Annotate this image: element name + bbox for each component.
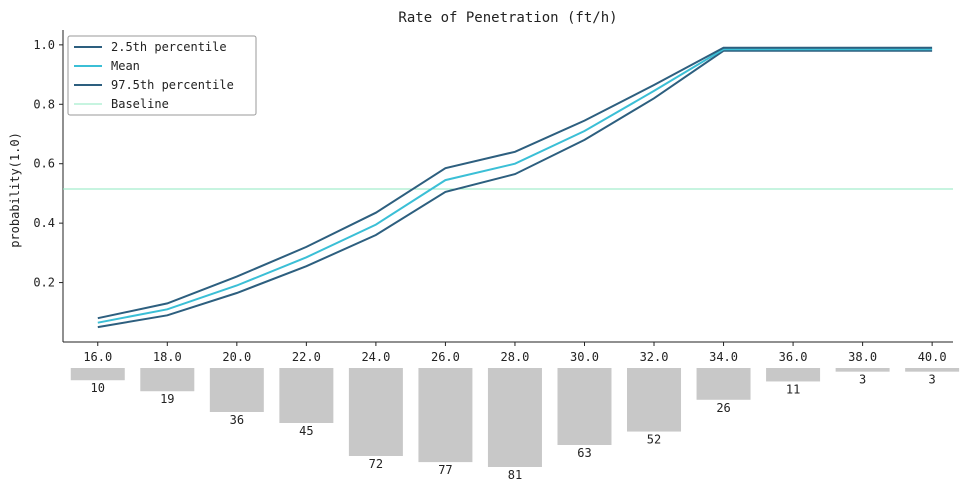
count-bar <box>627 368 682 432</box>
legend-label: 2.5th percentile <box>111 40 227 54</box>
x-tick-label: 22.0 <box>292 350 321 364</box>
y-tick-label: 1.0 <box>33 38 55 52</box>
count-bar <box>418 368 473 463</box>
count-label: 52 <box>647 433 661 447</box>
y-axis-label: probability(1.0) <box>8 132 22 248</box>
count-label: 3 <box>929 373 936 387</box>
legend-box <box>67 35 257 116</box>
legend: 2.5th percentile Mean 97.5th percentile Bas… <box>67 35 257 116</box>
y-tick-label: 0.6 <box>33 157 55 171</box>
count-bar <box>70 368 125 381</box>
count-label: 19 <box>160 392 174 406</box>
x-tick-label: 20.0 <box>222 350 251 364</box>
count-bar <box>835 368 890 372</box>
count-bar <box>487 368 542 467</box>
axes <box>62 30 953 343</box>
x-tick-label: 18.0 <box>153 350 182 364</box>
count-label: 81 <box>508 468 522 482</box>
y-tick-label: 0.8 <box>33 97 55 111</box>
x-tick-label: 24.0 <box>361 350 390 364</box>
count-label: 63 <box>577 446 591 460</box>
count-bar <box>209 368 264 412</box>
count-label: 45 <box>299 424 313 438</box>
count-bar <box>348 368 403 456</box>
chart-title: Rate of Penetration (ft/h) <box>398 10 617 26</box>
count-bar <box>696 368 751 400</box>
y-tick-label: 0.4 <box>33 216 55 230</box>
x-tick-label: 40.0 <box>918 350 947 364</box>
count-label: 3 <box>859 373 866 387</box>
count-label: 10 <box>91 381 105 395</box>
y-tick-label: 0.2 <box>33 276 55 290</box>
count-bar <box>279 368 334 423</box>
count-bar <box>557 368 612 445</box>
series-line <box>97 48 933 324</box>
count-bar <box>905 368 960 372</box>
series-layer <box>97 46 933 329</box>
legend-label: Baseline <box>111 97 169 111</box>
series-line <box>97 46 933 320</box>
count-label: 11 <box>786 382 800 396</box>
count-bars: 10 19 36 45 72 77 81 63 52 26 11 3 3 <box>70 368 960 482</box>
axis-ticks: 0.2 0.4 0.6 0.8 1.0 16.0 18.0 20.0 22.0 24.0 26.0 2… <box>33 38 946 364</box>
legend-label: Mean <box>111 59 140 73</box>
count-label: 26 <box>716 401 730 415</box>
x-tick-label: 26.0 <box>431 350 460 364</box>
x-tick-label: 32.0 <box>640 350 669 364</box>
x-tick-label: 16.0 <box>83 350 112 364</box>
count-label: 72 <box>369 457 383 471</box>
x-tick-label: 36.0 <box>779 350 808 364</box>
count-label: 77 <box>438 463 452 477</box>
x-tick-label: 38.0 <box>848 350 877 364</box>
count-label: 36 <box>230 413 244 427</box>
count-bar <box>140 368 195 392</box>
series-line <box>97 49 933 329</box>
x-tick-label: 28.0 <box>501 350 530 364</box>
x-tick-label: 34.0 <box>709 350 738 364</box>
x-tick-label: 30.0 <box>570 350 599 364</box>
count-bar <box>766 368 821 382</box>
legend-label: 97.5th percentile <box>111 78 234 92</box>
